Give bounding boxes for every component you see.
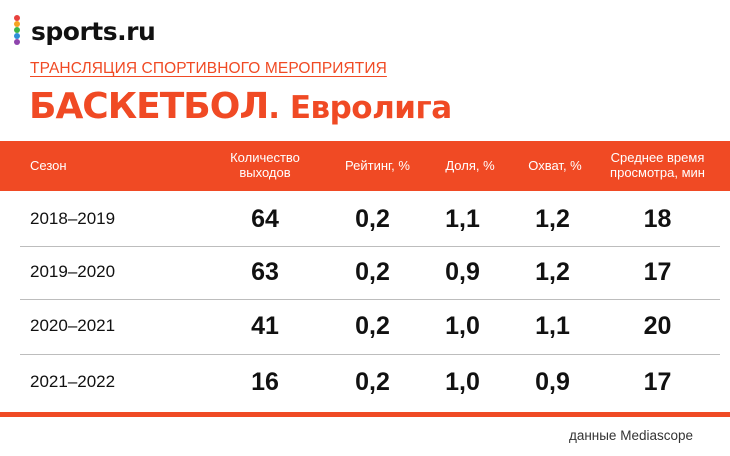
bottom-accent-bar (0, 412, 730, 417)
row-divider (20, 354, 720, 355)
table-row: 2020–2021 41 0,2 1,0 1,1 20 (0, 300, 730, 352)
page-title: БАСКЕТБОЛ. Евролига (29, 86, 452, 127)
reach-cell: 1,2 (535, 257, 570, 286)
header-reach: Охват, % (528, 157, 582, 173)
header-rating: Рейтинг, % (345, 157, 410, 173)
season-cell: 2018–2019 (30, 209, 116, 228)
share-cell: 1,1 (445, 204, 480, 233)
season-cell: 2021–2022 (30, 372, 116, 391)
broadcasts-cell: 16 (251, 367, 279, 396)
share-cell: 0,9 (445, 257, 480, 286)
logo-dots-icon (14, 15, 24, 47)
logo-text: sports.ru (31, 16, 156, 46)
header-broadcasts: Количество выходов (230, 150, 300, 180)
share-cell: 1,0 (445, 311, 480, 340)
row-divider (20, 299, 720, 300)
rating-cell: 0,2 (355, 204, 390, 233)
reach-cell: 1,1 (535, 311, 570, 340)
title-sport: БАСКЕТБОЛ (29, 86, 269, 127)
row-divider (20, 246, 720, 247)
header-share: Доля, % (445, 157, 495, 173)
broadcasts-cell: 63 (251, 257, 279, 286)
broadcasts-cell: 64 (251, 204, 279, 233)
title-dot: . (268, 90, 280, 126)
table-row: 2021–2022 16 0,2 1,0 0,9 17 (0, 356, 730, 408)
table-row: 2019–2020 63 0,2 0,9 1,2 17 (0, 246, 730, 298)
season-cell: 2020–2021 (30, 316, 116, 335)
rating-cell: 0,2 (355, 311, 390, 340)
title-league: Евролига (279, 90, 452, 126)
reach-cell: 1,2 (535, 204, 570, 233)
share-cell: 1,0 (445, 367, 480, 396)
avg-time-cell: 18 (643, 204, 672, 233)
kicker-label: ТРАНСЛЯЦИЯ СПОРТИВНОГО МЕРОПРИЯТИЯ (30, 60, 387, 77)
reach-cell: 0,9 (535, 367, 570, 396)
broadcasts-cell: 41 (251, 311, 279, 340)
sports-ru-logo[interactable]: sports.ru (14, 14, 156, 48)
rating-cell: 0,2 (355, 367, 390, 396)
source-note: данные Mediascope (568, 428, 693, 443)
header-season: Сезон (30, 157, 67, 173)
header-avg-time: Среднее время просмотра, мин (610, 150, 705, 180)
rating-cell: 0,2 (355, 257, 390, 286)
avg-time-cell: 17 (643, 367, 672, 396)
avg-time-cell: 20 (643, 311, 672, 340)
season-cell: 2019–2020 (30, 262, 116, 281)
table-row: 2018–2019 64 0,2 1,1 1,2 18 (0, 193, 730, 245)
avg-time-cell: 17 (643, 257, 672, 286)
table-header: Сезон Количество выходов Рейтинг, % Доля… (0, 141, 730, 191)
